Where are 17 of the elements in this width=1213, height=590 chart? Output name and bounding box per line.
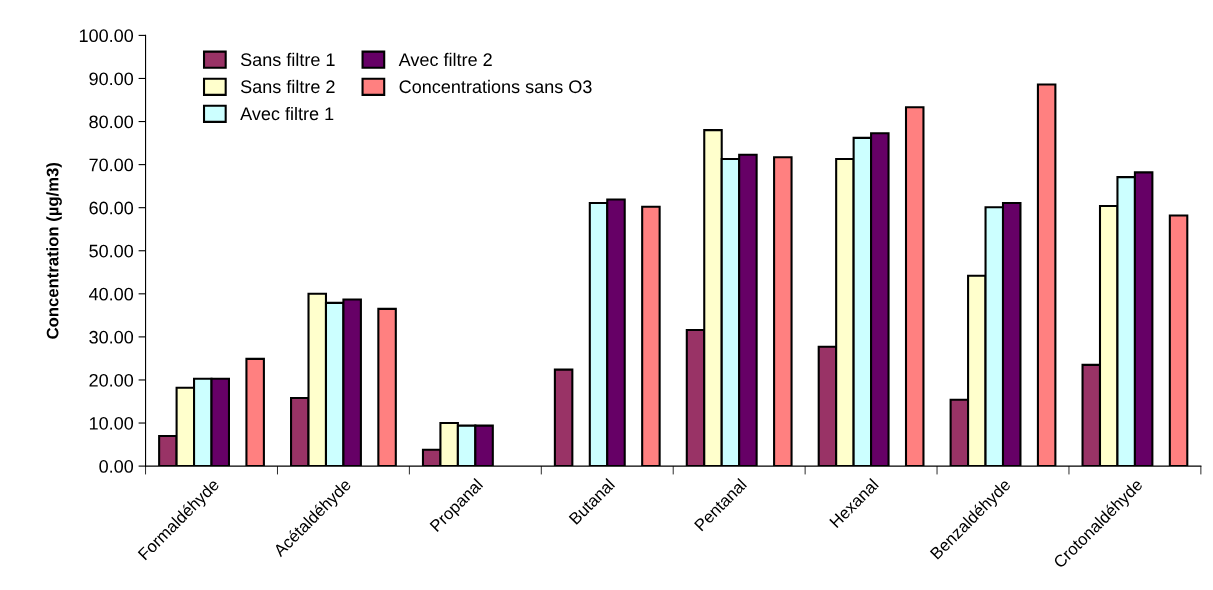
legend-label: Sans filtre 1: [240, 52, 335, 67]
y-tick-label: 10.00: [89, 416, 134, 430]
legend-label: Avec filtre 1: [240, 106, 334, 121]
y-tick-label: 70.00: [89, 158, 134, 172]
legend-label: Avec filtre 2: [398, 52, 492, 67]
y-tick-label: 30.00: [89, 330, 134, 344]
y-tick-label: 0.00: [99, 460, 134, 473]
y-tick-label: 80.00: [89, 115, 134, 129]
legend-label: Concentrations sans O3: [399, 79, 592, 94]
y-tick-label: 40.00: [88, 287, 134, 301]
y-tick-label: 60.00: [89, 201, 134, 215]
y-tick-label: 20.00: [89, 373, 134, 387]
y-tick-label: 50.00: [89, 244, 134, 258]
y-tick-label: 90.00: [89, 72, 134, 86]
y-axis-title: Concentration (µg/m3): [46, 162, 62, 339]
y-tick-label: 100.00: [79, 29, 134, 43]
legend-label: Sans filtre 2: [240, 79, 335, 94]
